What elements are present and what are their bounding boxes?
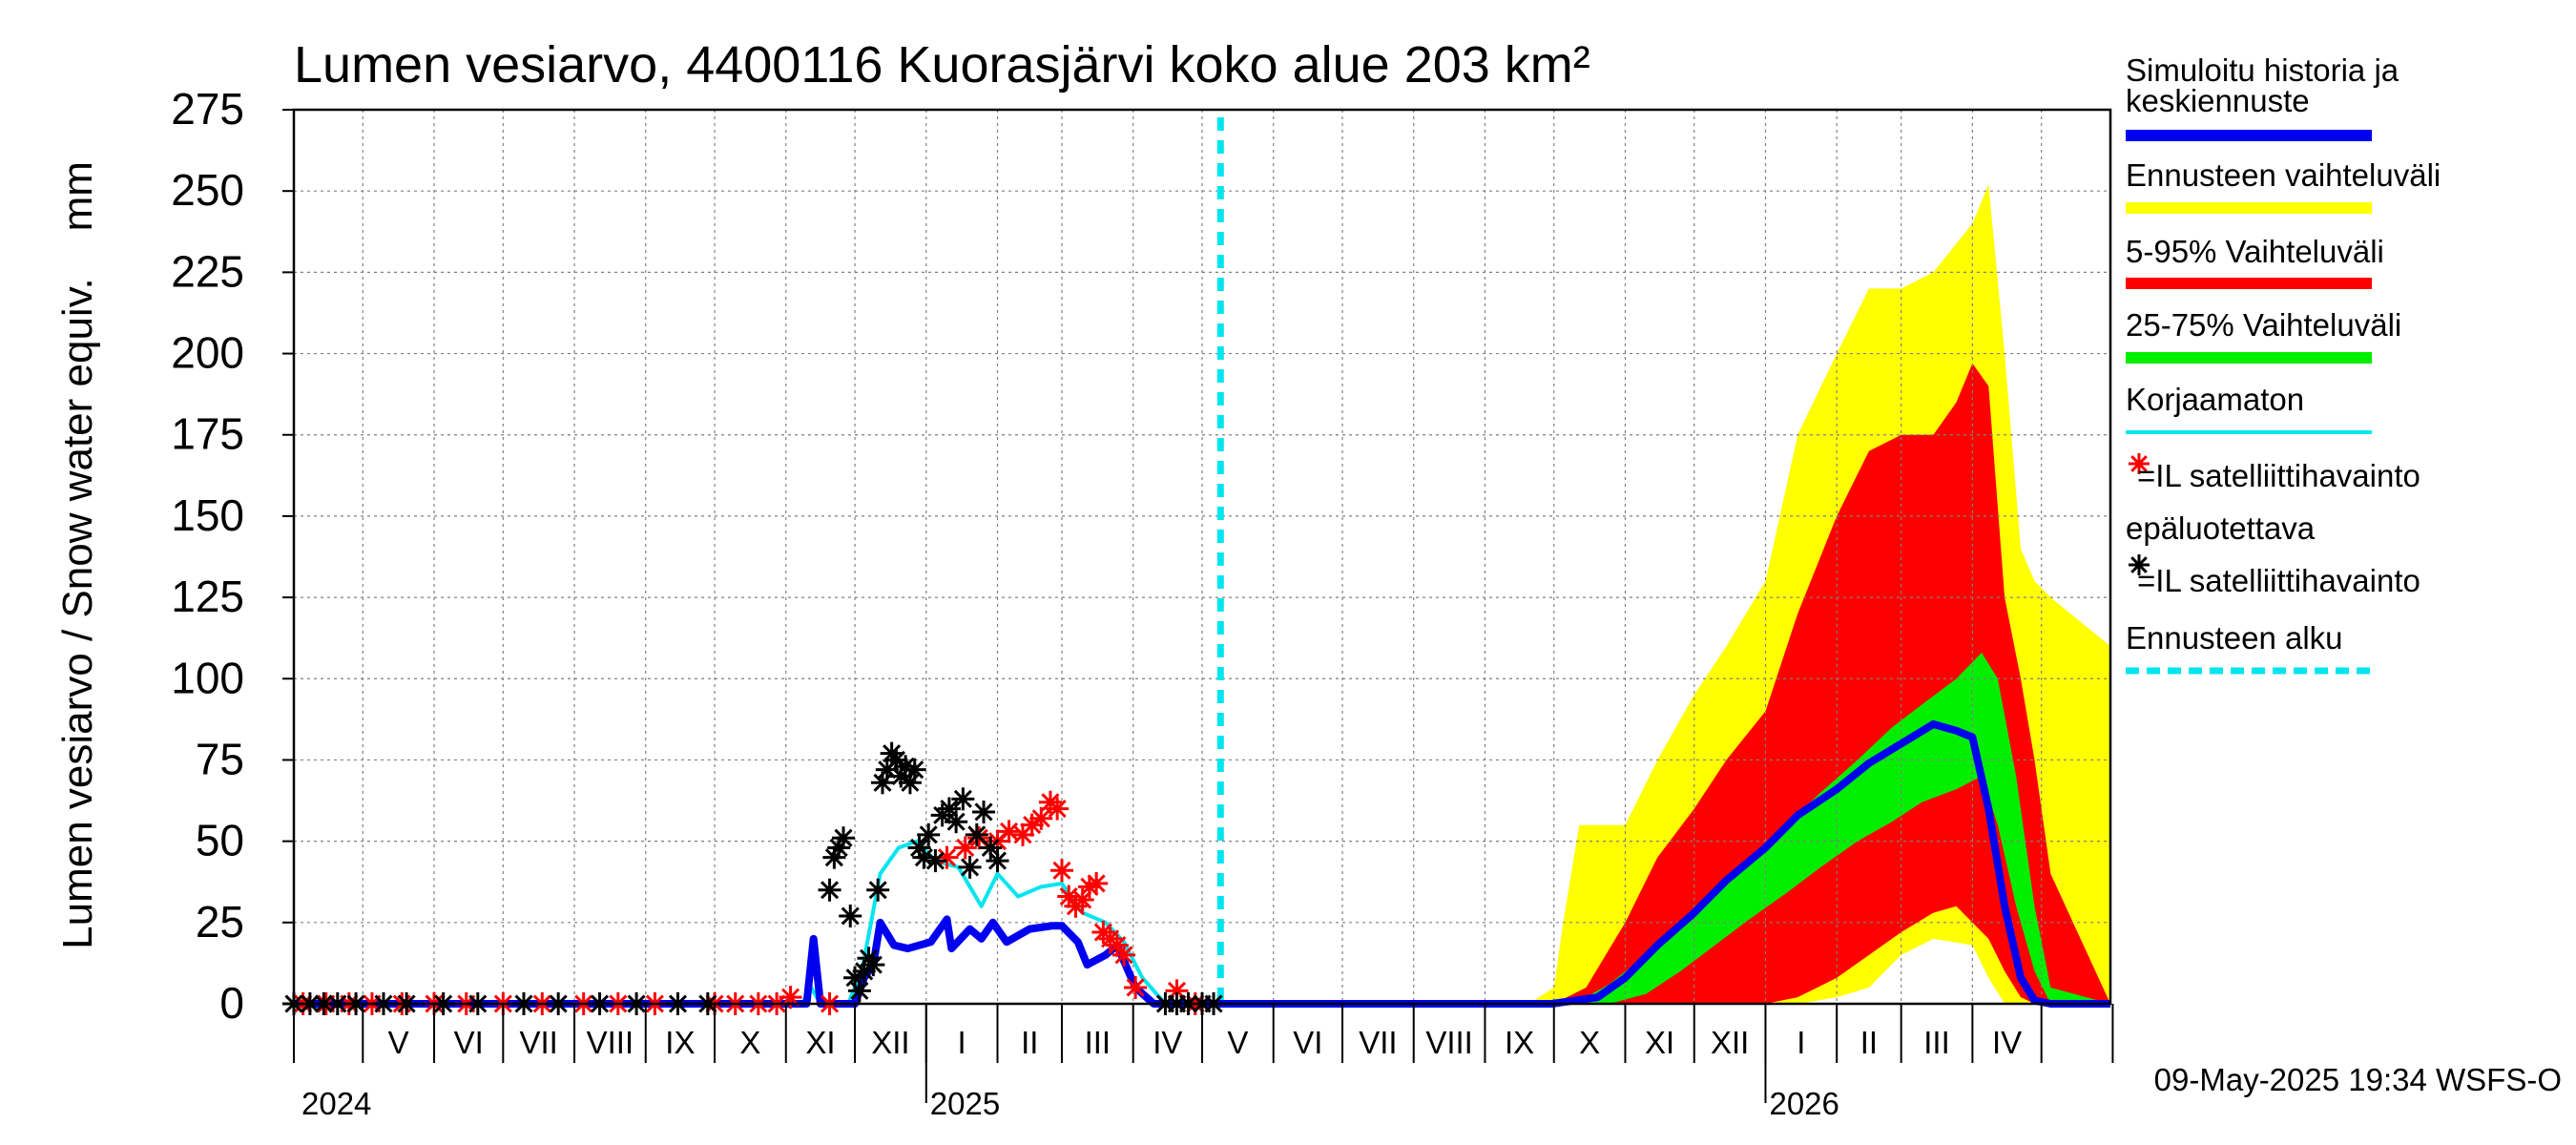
y-tick-label: 175 bbox=[171, 409, 244, 459]
y-tick-label: 75 bbox=[196, 734, 244, 783]
y-tick-label: 100 bbox=[171, 653, 244, 702]
month-label: XI bbox=[1645, 1025, 1674, 1060]
satellite-observations bbox=[282, 741, 1226, 1015]
month-label: I bbox=[1797, 1025, 1805, 1060]
band-2 bbox=[1220, 653, 2110, 1004]
observation-marker bbox=[1011, 822, 1035, 846]
year-label: 2025 bbox=[930, 1086, 1000, 1121]
month-label: V bbox=[388, 1025, 409, 1060]
month-label: VII bbox=[1359, 1025, 1397, 1060]
month-label: X bbox=[1579, 1025, 1600, 1060]
observation-marker bbox=[866, 878, 890, 902]
y-tick-label: 275 bbox=[171, 84, 244, 134]
month-label: IV bbox=[1153, 1025, 1182, 1060]
month-label: I bbox=[958, 1025, 966, 1060]
y-tick-label: 225 bbox=[171, 246, 244, 296]
y-tick-label: 125 bbox=[171, 572, 244, 621]
month-label: VIII bbox=[587, 1025, 634, 1060]
y-tick-label: 50 bbox=[196, 816, 244, 865]
observation-marker bbox=[2129, 554, 2150, 575]
observation-marker bbox=[979, 836, 1003, 860]
month-label: XII bbox=[1711, 1025, 1749, 1060]
month-label: III bbox=[1923, 1025, 1950, 1060]
legend-label: Ennusteen vaihteluväli bbox=[2126, 157, 2441, 193]
observation-marker bbox=[1085, 871, 1109, 895]
legend-label: 25-75% Vaihteluväli bbox=[2126, 307, 2401, 343]
observation-marker bbox=[839, 905, 862, 928]
observation-marker bbox=[1112, 943, 1136, 967]
observation-marker bbox=[1046, 797, 1070, 821]
legend-label: keskiennuste bbox=[2126, 83, 2310, 118]
observation-marker bbox=[1029, 806, 1053, 830]
observation-marker bbox=[779, 986, 802, 1010]
month-label: VI bbox=[454, 1025, 484, 1060]
band-1 bbox=[1220, 363, 2110, 1004]
year-label: 2024 bbox=[301, 1086, 371, 1121]
month-label: X bbox=[739, 1025, 760, 1060]
observation-marker bbox=[951, 787, 975, 811]
month-label: XII bbox=[871, 1025, 909, 1060]
month-label: VIII bbox=[1425, 1025, 1473, 1060]
observation-marker bbox=[862, 953, 885, 977]
chart-grid bbox=[294, 110, 2110, 1004]
y-axis-label: Lumen vesiarvo / Snow water equiv. mm bbox=[54, 161, 101, 949]
month-label: IV bbox=[1992, 1025, 2022, 1060]
observation-marker bbox=[924, 849, 947, 873]
legend-label: Ennusteen alku bbox=[2126, 620, 2343, 656]
month-label: VI bbox=[1293, 1025, 1322, 1060]
y-tick-label: 0 bbox=[219, 978, 244, 1028]
observation-marker bbox=[1124, 975, 1148, 999]
legend-label: Simuloitu historia ja bbox=[2126, 52, 2399, 88]
forecast-bands bbox=[1220, 184, 2110, 1004]
observation-marker bbox=[903, 758, 926, 781]
y-tick-label: 150 bbox=[171, 490, 244, 540]
legend-label: epäluotettava bbox=[2126, 510, 2316, 546]
legend-label: =IL satelliittihavainto bbox=[2137, 563, 2420, 598]
chart-title: Lumen vesiarvo, 4400116 Kuorasjärvi koko… bbox=[294, 36, 1590, 94]
observation-marker bbox=[972, 800, 996, 823]
observation-marker bbox=[945, 810, 968, 834]
month-label: VII bbox=[519, 1025, 557, 1060]
timestamp-footer: 09-May-2025 19:34 WSFS-O bbox=[2154, 1062, 2562, 1097]
observation-marker bbox=[958, 855, 982, 879]
observation-marker bbox=[2129, 453, 2150, 474]
observation-marker bbox=[832, 826, 856, 850]
legend-label: Korjaamaton bbox=[2126, 382, 2304, 417]
y-tick-label: 200 bbox=[171, 328, 244, 378]
month-label: XI bbox=[805, 1025, 835, 1060]
month-label: II bbox=[1021, 1025, 1038, 1060]
observation-marker bbox=[847, 979, 871, 1003]
legend-label: 5-95% Vaihteluväli bbox=[2126, 234, 2384, 269]
month-label: II bbox=[1860, 1025, 1878, 1060]
observation-marker bbox=[1049, 859, 1073, 883]
month-label: V bbox=[1227, 1025, 1248, 1060]
observation-marker bbox=[917, 822, 941, 846]
observation-marker bbox=[986, 849, 1009, 873]
month-label: IX bbox=[665, 1025, 695, 1060]
y-tick-label: 25 bbox=[196, 897, 244, 947]
observation-marker bbox=[827, 836, 851, 860]
month-label: III bbox=[1085, 1025, 1111, 1060]
year-label: 2026 bbox=[1769, 1086, 1839, 1121]
y-tick-label: 250 bbox=[171, 165, 244, 215]
observation-marker bbox=[818, 878, 841, 902]
legend-label: =IL satelliittihavainto bbox=[2137, 458, 2420, 493]
month-label: IX bbox=[1505, 1025, 1534, 1060]
observation-marker bbox=[997, 820, 1021, 843]
